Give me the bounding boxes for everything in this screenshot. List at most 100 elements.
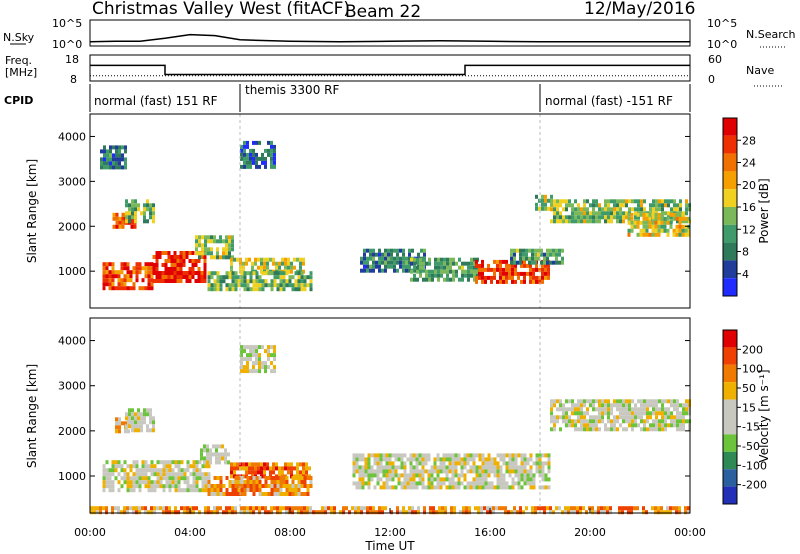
heatmap-cell: [144, 286, 148, 291]
heatmap-cell: [364, 469, 368, 474]
heatmap-cell: [291, 476, 295, 480]
heatmap-cell: [369, 268, 372, 273]
heatmap-cell: [519, 248, 522, 253]
heatmap-cell: [170, 271, 174, 275]
heatmap-cell: [150, 464, 154, 469]
heatmap-cell: [230, 257, 233, 262]
heatmap-cell: [378, 264, 381, 269]
heatmap-cell: [676, 427, 679, 432]
heatmap-cell: [246, 369, 249, 374]
heatmap-cell: [173, 263, 177, 267]
heatmap-cell: [556, 203, 559, 208]
heatmap-cell: [174, 476, 178, 481]
heatmap-cell: [294, 484, 298, 488]
heatmap-cell: [240, 488, 244, 492]
heatmap-cell: [419, 261, 422, 266]
heatmap-cell: [186, 476, 190, 481]
heatmap-cell: [103, 161, 106, 166]
heatmap-cell: [661, 399, 664, 404]
heatmap-cell: [140, 211, 143, 216]
heatmap-cell: [192, 472, 196, 477]
heatmap-cell: [179, 275, 183, 279]
heatmap-cell: [207, 235, 210, 240]
heatmap-cell: [118, 153, 121, 158]
heatmap-cell: [288, 283, 292, 288]
heatmap-cell: [540, 252, 543, 257]
heatmap-cell: [408, 268, 411, 273]
heatmap-cell: [124, 145, 127, 150]
heatmap-cell: [487, 457, 491, 462]
heatmap-cell: [493, 457, 497, 462]
heatmap-cell: [540, 260, 543, 265]
heatmap-cell: [111, 262, 115, 267]
heatmap-cell: [546, 248, 549, 253]
heatmap-cell: [141, 286, 145, 291]
heatmap-cell: [173, 279, 177, 283]
beam-label: Beam 22: [345, 2, 421, 22]
heatmap-cell: [685, 207, 688, 212]
heatmap-cell: [219, 275, 223, 280]
heatmap-cell: [454, 485, 458, 490]
heatmap-cell: [125, 424, 128, 429]
heatmap-cell: [619, 407, 622, 412]
heatmap-cell: [352, 453, 356, 458]
heatmap-cell: [451, 481, 455, 486]
heatmap-cell: [513, 510, 516, 515]
heatmap-cell: [120, 464, 124, 469]
heatmap-cell: [173, 275, 177, 279]
heatmap-cell: [627, 216, 631, 221]
heatmap-cell: [363, 248, 366, 253]
heatmap-cell: [613, 215, 616, 220]
heatmap-cell: [118, 425, 121, 430]
heatmap-cell: [373, 473, 377, 478]
heatmap-cell: [679, 411, 682, 416]
heatmap-cell: [228, 247, 231, 252]
heatmap-cell: [445, 465, 449, 470]
heatmap-cell: [676, 423, 679, 428]
heatmap-cell: [682, 407, 685, 412]
heatmap-cell: [442, 481, 446, 486]
heatmap-cell: [397, 453, 401, 458]
heatmap-cell: [126, 266, 130, 271]
heatmap-cell: [249, 476, 253, 480]
heatmap-cell: [258, 275, 262, 280]
heatmap-cell: [143, 420, 146, 425]
heatmap-cell: [200, 255, 204, 259]
heatmap-cell: [540, 506, 543, 511]
heatmap-cell: [194, 271, 198, 275]
heatmap-cell: [402, 252, 405, 257]
heatmap-cell: [390, 252, 393, 257]
heatmap-cell: [370, 469, 374, 474]
heatmap-cell: [580, 211, 583, 216]
heatmap-cell: [577, 411, 580, 416]
heatmap-cell: [118, 145, 121, 150]
heatmap-cell: [144, 262, 148, 267]
heatmap-cell: [210, 251, 213, 256]
heatmap-cell: [480, 510, 483, 515]
heatmap-cell: [198, 510, 201, 515]
heatmap-cell: [144, 510, 147, 515]
heatmap-cell: [537, 256, 540, 261]
heatmap-cell: [118, 417, 121, 422]
heatmap-cell: [168, 506, 171, 511]
heatmap-cell: [369, 510, 372, 515]
heatmap-cell: [619, 399, 622, 404]
heatmap-cell: [526, 469, 530, 474]
heatmap-cell: [645, 228, 649, 233]
heatmap-cell: [185, 271, 189, 275]
heatmap-cell: [565, 203, 568, 208]
heatmap-cell: [412, 453, 416, 458]
heatmap-cell: [390, 248, 393, 253]
y-tick-label: 4000: [58, 130, 86, 143]
heatmap-cell: [276, 510, 279, 515]
heatmap-cell: [212, 452, 215, 457]
heatmap-cell: [135, 468, 139, 473]
heatmap-cell: [293, 466, 296, 471]
heatmap-cell: [134, 199, 137, 204]
heatmap-cell: [305, 466, 308, 471]
heatmap-cell: [410, 261, 413, 266]
heatmap-cell: [251, 466, 254, 471]
heatmap-cell: [141, 476, 145, 481]
heatmap-cell: [155, 271, 159, 275]
heatmap-cell: [168, 460, 172, 465]
